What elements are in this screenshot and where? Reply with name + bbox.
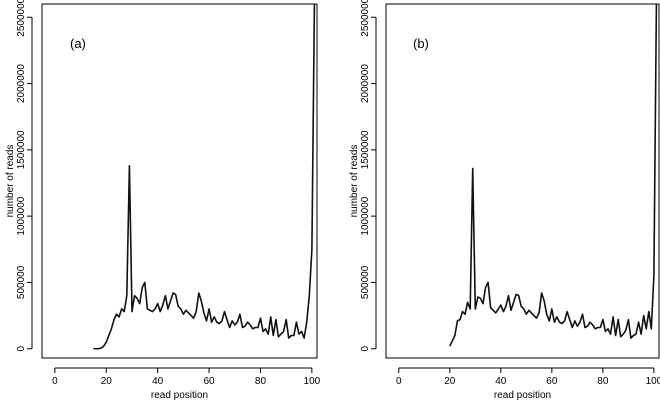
x-tick-label: 20: [444, 376, 456, 387]
x-tick-label: 0: [52, 376, 58, 387]
x-tick-label: 60: [203, 376, 215, 387]
chart-panel-b: 0 20 40 60 80 100 0 500000 1000000 1500000 2000000…: [349, 0, 660, 401]
y-axis-title: number of reads: [349, 145, 360, 218]
y-tick-label: 2500000: [360, 0, 371, 37]
x-axis-title: read position: [151, 390, 208, 401]
y-tick-label: 1500000: [16, 130, 27, 169]
y-tick-label: 2000000: [360, 64, 371, 103]
x-tick-label: 40: [152, 376, 164, 387]
plot-frame: [385, 3, 660, 359]
x-axis-title: read position: [494, 390, 551, 401]
y-tick-label: 2500000: [16, 0, 27, 37]
x-tick-label: 100: [646, 376, 660, 387]
y-axis-title: number of reads: [5, 145, 16, 218]
x-tick-label: 80: [597, 376, 609, 387]
panel-label: (b): [413, 36, 429, 51]
x-tick-label: 20: [101, 376, 113, 387]
y-tick-label: 0: [16, 346, 27, 352]
chart-panel-a: 0 20 40 60 80 100 0 500000 1000000 1500000 2000000…: [5, 0, 321, 401]
plot-frame: [41, 3, 318, 359]
y-tick-label: 500000: [16, 265, 27, 299]
y-tick-label: 500000: [360, 265, 371, 299]
x-tick-label: 60: [546, 376, 558, 387]
y-tick-label: 1500000: [360, 130, 371, 169]
y-tick-label: 2000000: [16, 64, 27, 103]
x-tick-label: 40: [495, 376, 507, 387]
panel-label: (a): [70, 36, 86, 51]
y-tick-label: 1000000: [16, 196, 27, 235]
y-tick-label: 1000000: [360, 196, 371, 235]
x-tick-label: 0: [396, 376, 402, 387]
series-line: [449, 4, 658, 347]
series-line: [93, 4, 316, 350]
x-tick-label: 100: [304, 376, 321, 387]
x-tick-label: 80: [255, 376, 267, 387]
y-tick-label: 0: [360, 346, 371, 352]
